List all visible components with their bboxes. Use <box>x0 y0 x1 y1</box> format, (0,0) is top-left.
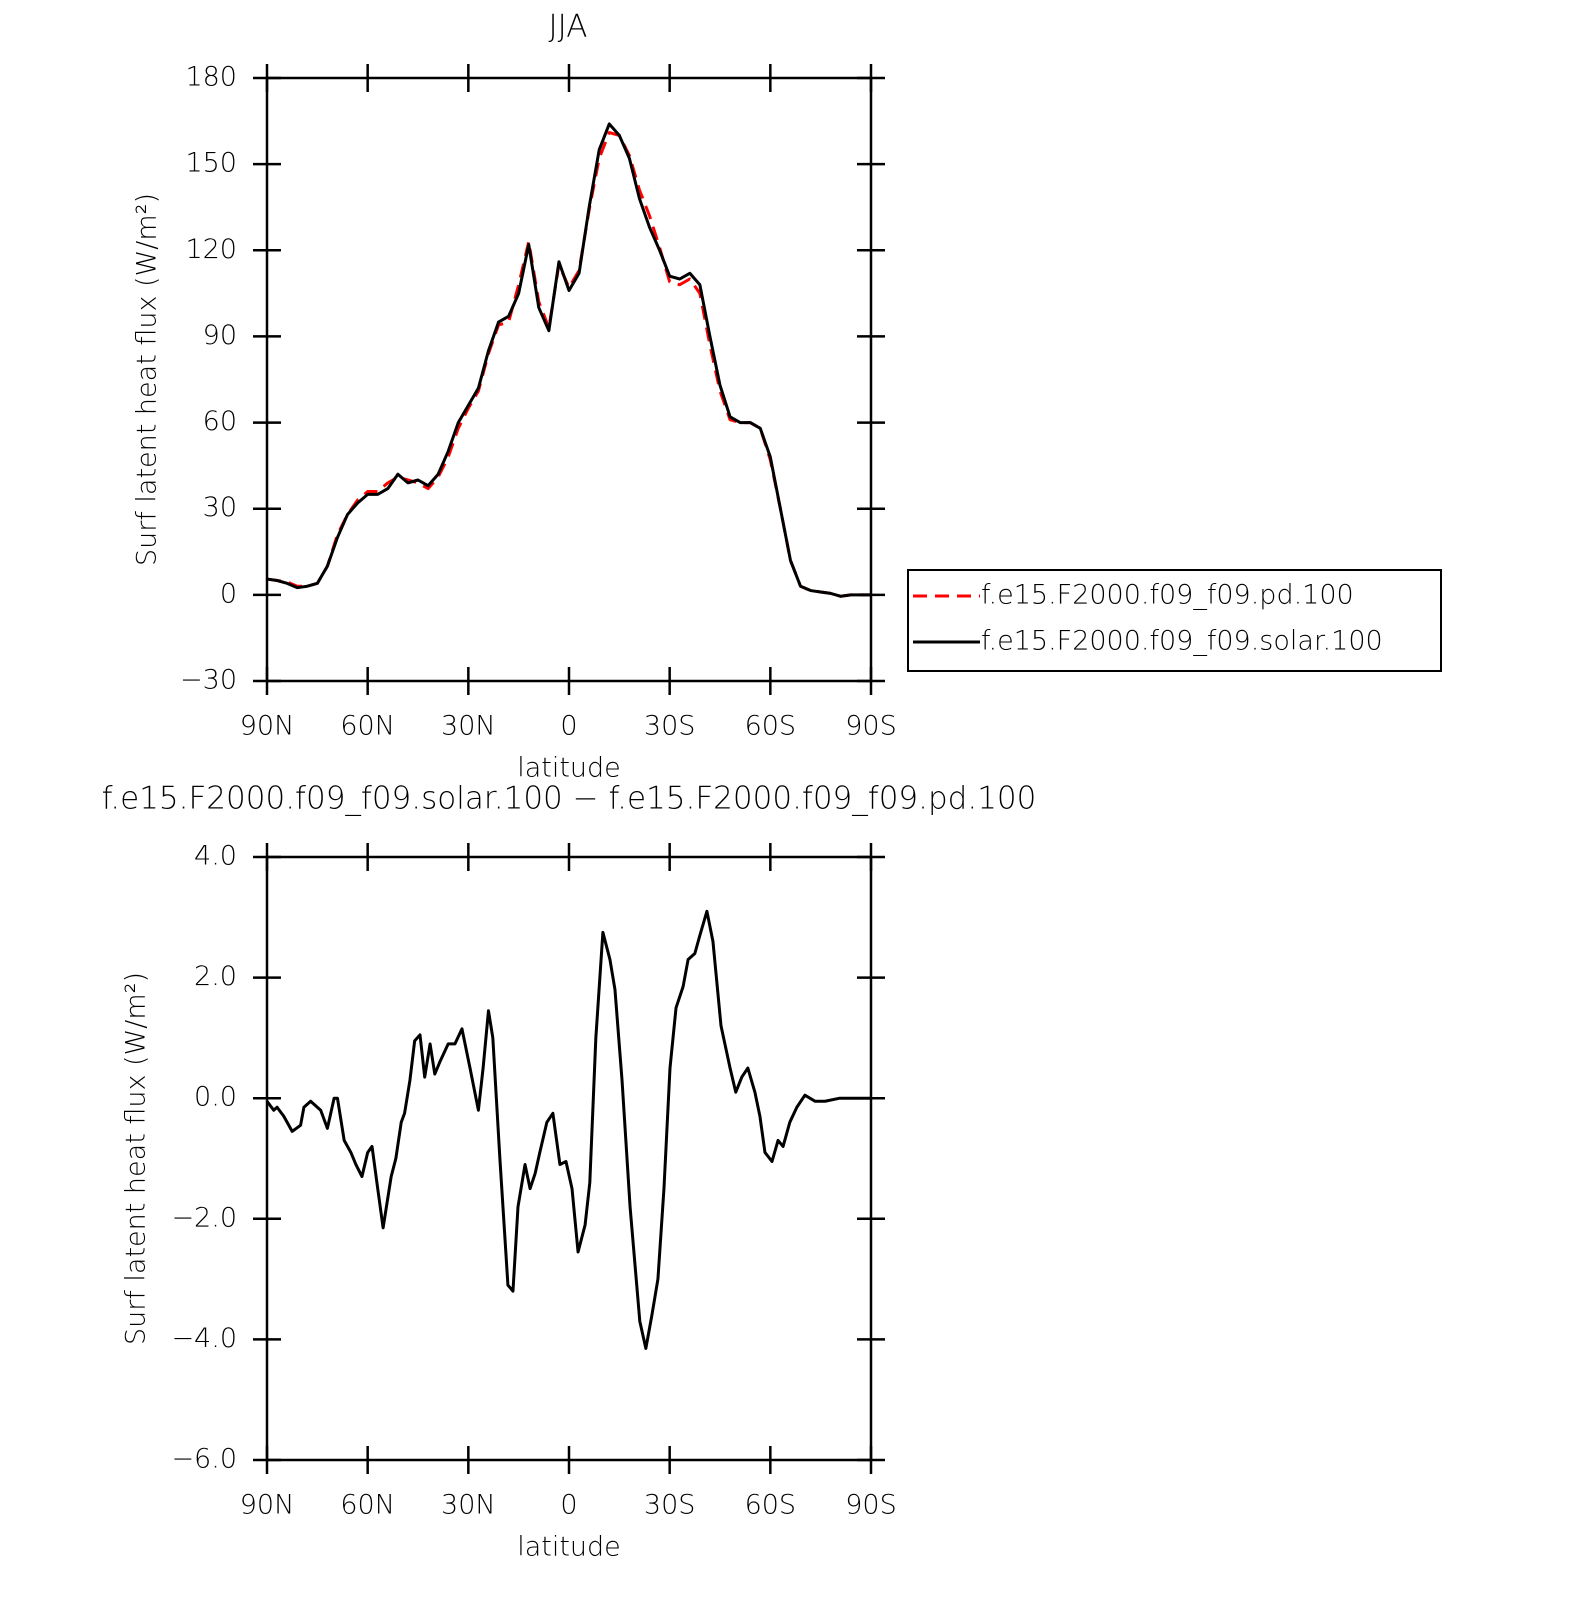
chart-title: JJA <box>549 9 588 45</box>
data-line <box>266 131 871 598</box>
legend-label: f.e15.F2000.f09_f09.solar.100 <box>981 626 1383 657</box>
x-tick-label: 30S <box>644 1490 696 1521</box>
chart-title: f.e15.F2000.f09_f09.solar.100 − f.e15.F2… <box>102 781 1037 817</box>
y-tick-label: −6.0 <box>171 1444 237 1475</box>
chart-panel: f.e15.F2000.f09_f09.solar.100 − f.e15.F2… <box>102 781 1037 1563</box>
x-tick-label: 0 <box>560 1490 577 1521</box>
y-tick-label: 60 <box>203 406 237 437</box>
data-line <box>265 909 871 1350</box>
y-tick-label: 2.0 <box>194 961 237 992</box>
y-tick-label: 90 <box>203 320 237 351</box>
y-tick-label: 0.0 <box>194 1082 237 1113</box>
x-tick-label: 90N <box>240 1490 295 1521</box>
x-tick-label: 60S <box>745 1490 797 1521</box>
legend-label: f.e15.F2000.f09_f09.pd.100 <box>981 580 1354 611</box>
y-axis-label: Surf latent heat flux (W/m²) <box>132 193 163 566</box>
plot-frame <box>265 855 873 1462</box>
x-tick-label: 30N <box>441 711 496 742</box>
y-tick-label: 120 <box>185 234 237 265</box>
x-axis-label: latitude <box>517 1532 621 1563</box>
x-tick-label: 60N <box>340 1490 395 1521</box>
x-tick-label: 90S <box>845 1490 897 1521</box>
x-tick-label: 60N <box>340 711 395 742</box>
y-tick-label: 180 <box>185 62 237 93</box>
x-tick-label: 30N <box>441 1490 496 1521</box>
chart-panel: JJA latitude Surf latent heat flux (W/m²) −… <box>132 9 1442 784</box>
plot-frame <box>265 76 873 683</box>
y-tick-label: 4.0 <box>194 841 237 872</box>
legend: f.e15.F2000.f09_f09.pd.100 f.e15.F2000.f0… <box>907 569 1442 672</box>
y-tick-label: −30 <box>180 665 237 696</box>
y-tick-label: 30 <box>203 492 237 523</box>
data-line <box>266 122 871 598</box>
x-tick-label: 60S <box>745 711 797 742</box>
legend-box <box>907 569 1442 672</box>
y-tick-label: 150 <box>185 148 237 179</box>
y-axis-label: Surf latent heat flux (W/m²) <box>121 972 152 1345</box>
x-axis-label: latitude <box>517 753 621 784</box>
x-tick-label: 30S <box>644 711 696 742</box>
x-tick-label: 90S <box>845 711 897 742</box>
y-tick-label: 0 <box>220 578 237 609</box>
y-tick-label: −2.0 <box>171 1202 237 1233</box>
x-tick-label: 0 <box>560 711 577 742</box>
x-tick-label: 90N <box>240 711 295 742</box>
y-tick-label: −4.0 <box>171 1323 237 1354</box>
